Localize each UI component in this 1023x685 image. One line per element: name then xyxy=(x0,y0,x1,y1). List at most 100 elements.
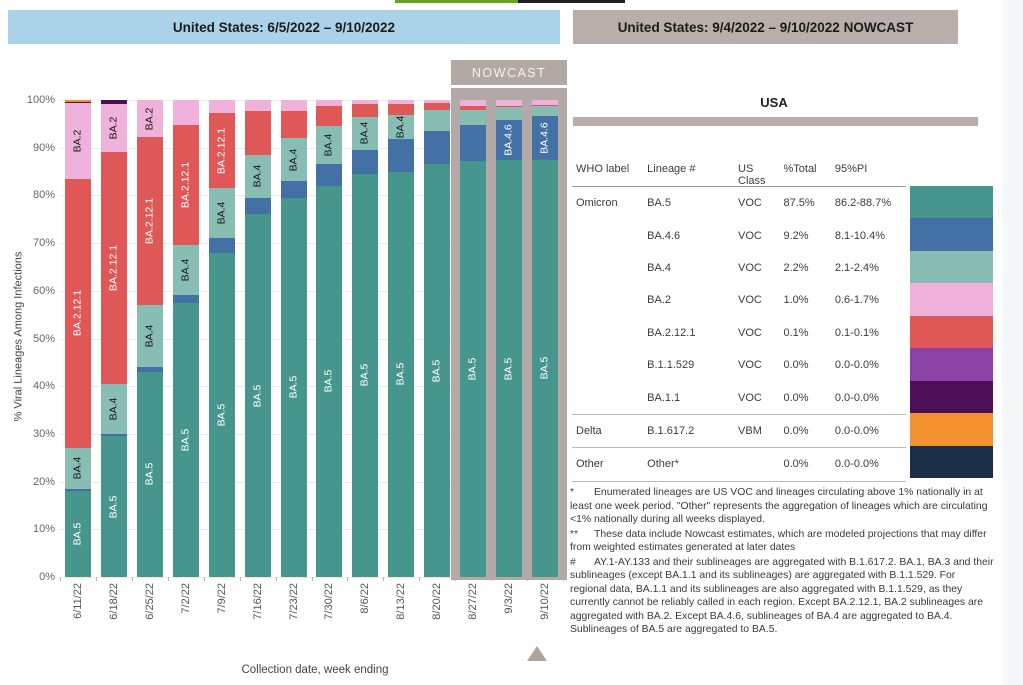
bar-segment-BA.4.6[interactable] xyxy=(352,150,379,174)
bar-segment-BA.2.12.1[interactable] xyxy=(352,104,379,117)
bar-segment-BA.2[interactable] xyxy=(244,100,271,112)
bar-segment-BA.2.12.1[interactable]: BA.2.12.1 xyxy=(172,124,199,245)
bar-segment-BA.2[interactable] xyxy=(532,100,559,105)
bar-segment-BA.4.6[interactable] xyxy=(388,139,415,172)
x-axis-title: Collection date, week ending xyxy=(241,664,389,676)
bar-segment-BA.4.6[interactable] xyxy=(64,488,91,492)
bar-segment-BA.2[interactable]: BA.2 xyxy=(136,100,163,138)
bar-segment-BA.5[interactable]: BA.5 xyxy=(496,160,523,577)
bar-segment-BA.4.6[interactable] xyxy=(244,197,271,215)
table-row-BA.2[interactable]: BA.2 VOC 1.0% 0.6-1.7% xyxy=(572,284,906,316)
bar-segment-BA.4[interactable]: BA.4 xyxy=(388,115,415,140)
bar-segment-BA.2.12.1[interactable]: BA.2.12.1 xyxy=(208,113,235,189)
bar-segment-BA.2[interactable]: BA.2 xyxy=(64,102,91,179)
bar-segment-BA.4.6[interactable] xyxy=(424,131,451,165)
x-axis-tick xyxy=(275,577,277,581)
bar-segment-BA.5[interactable]: BA.5 xyxy=(532,159,559,577)
bar-segment-BA.4[interactable]: BA.4 xyxy=(280,138,307,182)
bar-segment-BA.4[interactable] xyxy=(460,109,487,125)
table-cell: Delta xyxy=(576,424,602,437)
bar-segment-BA.5[interactable]: BA.5 xyxy=(316,185,343,577)
table-row-BA.4[interactable]: BA.4 VOC 2.2% 2.1-2.4% xyxy=(572,252,906,284)
bar-segment-BA.2.12.1[interactable] xyxy=(460,106,487,110)
table-cell: BA.1.1 xyxy=(647,391,681,404)
footnote: ** These data include Nowcast estimates, … xyxy=(570,528,994,555)
bar-segment-BA.2[interactable] xyxy=(388,100,415,105)
bar-segment-BA.2.12.1[interactable] xyxy=(280,111,307,139)
bar-segment-BA.2[interactable] xyxy=(280,100,307,112)
y-axis-title: % Viral Lineages Among Infections xyxy=(12,251,25,422)
bar-segment-BA.4[interactable]: BA.4 xyxy=(136,305,163,368)
bar-segment-BA.2.12.1[interactable]: BA.2.12.1 xyxy=(100,152,127,384)
bar-segment-BA.4[interactable] xyxy=(532,105,559,116)
bar-segment-BA.2.12.1[interactable] xyxy=(316,105,343,127)
bar-segment-BA.2[interactable] xyxy=(172,100,199,125)
bar-segment-BA.1.1[interactable] xyxy=(100,100,127,104)
bar-segment-BA.2.12.1[interactable] xyxy=(244,111,271,155)
table-row-Other*[interactable]: Other Other* 0.0% 0.0-0.0% xyxy=(572,447,906,480)
bar-segment-BA.5[interactable]: BA.5 xyxy=(244,214,271,577)
table-row-BA.5[interactable]: Omicron BA.5 VOC 87.5% 86.2-88.7% xyxy=(572,187,906,219)
bar-segment-BA.4.6[interactable] xyxy=(280,181,307,198)
table-row-BA.2.12.1[interactable]: BA.2.12.1 VOC 0.1% 0.1-0.1% xyxy=(572,317,906,349)
table-cell: VBM xyxy=(738,424,762,437)
table-cell: 0.0-0.0% xyxy=(834,359,879,372)
bar-segment-BA.4[interactable]: BA.4 xyxy=(316,126,343,165)
bar-segment-BA.5[interactable]: BA.5 xyxy=(64,491,91,577)
bar-segment-BA.2[interactable] xyxy=(496,100,523,107)
y-tick-label: 90% xyxy=(32,141,55,154)
bar-segment-BA.4.6[interactable]: BA.4.6 xyxy=(496,120,523,161)
bar-segment-BA.4.6[interactable] xyxy=(136,367,163,372)
bar-segment-BA.4.6[interactable] xyxy=(460,124,487,161)
bar-segment-BA.4[interactable]: BA.4 xyxy=(208,188,235,239)
table-row-BA.4.6[interactable]: BA.4.6 VOC 9.2% 8.1-10.4% xyxy=(572,219,906,251)
bar-segment-BA.4.6[interactable] xyxy=(208,238,235,253)
segment-label: BA.5 xyxy=(71,522,84,546)
bar-segment-BA.4[interactable]: BA.4 xyxy=(100,383,127,434)
bar-segment-BA.2.12.1[interactable] xyxy=(424,103,451,110)
bar-segment-BA.5[interactable]: BA.5 xyxy=(280,197,307,577)
bar-segment-BA.5[interactable]: BA.5 xyxy=(208,252,235,577)
bar-segment-BA.4.6[interactable] xyxy=(172,294,199,303)
bar-6/18/22: BA.5 BA.4 BA.2.12.1 BA.2 xyxy=(100,100,127,577)
legend-swatch-BA.4 xyxy=(910,250,993,284)
bar-segment-BA.4[interactable]: BA.4 xyxy=(244,154,271,198)
bar-segment-BA.4[interactable]: BA.4 xyxy=(352,116,379,151)
bar-segment-BA.2[interactable] xyxy=(316,100,343,106)
gridline xyxy=(60,386,563,388)
bar-segment-BA.2.12.1[interactable] xyxy=(388,104,415,116)
bar-segment-BA.2.12.1[interactable] xyxy=(496,106,523,108)
bar-segment-BA.5[interactable]: BA.5 xyxy=(352,173,379,577)
gridline xyxy=(60,338,563,340)
bar-segment-BA.4[interactable]: BA.4 xyxy=(172,245,199,295)
bar-segment-BA.5[interactable]: BA.5 xyxy=(388,171,415,577)
bar-segment-BA.4.6[interactable] xyxy=(316,164,343,186)
bar-segment-BA.2[interactable] xyxy=(208,100,235,114)
table-row-BA.1.1[interactable]: BA.1.1 VOC 0.0% 0.0-0.0% xyxy=(572,381,906,413)
bar-segment-BA.5[interactable]: BA.5 xyxy=(100,436,127,577)
bar-segment-BA.4[interactable] xyxy=(424,109,451,131)
bar-segment-BA.2.12.1[interactable]: BA.2.12.1 xyxy=(136,137,163,306)
bar-segment-B.1.617.2[interactable] xyxy=(64,100,91,102)
segment-label: BA.5 xyxy=(251,384,264,408)
bar-segment-BA.4.6[interactable]: BA.4.6 xyxy=(532,115,559,160)
table-row-B.1.617.2[interactable]: Delta B.1.617.2 VBM 0.0% 0.0-0.0% xyxy=(572,413,906,447)
bar-segment-BA.5[interactable]: BA.5 xyxy=(136,371,163,577)
bar-segment-BA.5[interactable]: BA.5 xyxy=(172,302,199,577)
bar-segment-BA.4.6[interactable] xyxy=(100,433,127,437)
axis-selection-triangle[interactable] xyxy=(527,646,547,661)
segment-label: BA.5 xyxy=(179,428,192,452)
bar-segment-BA.5[interactable]: BA.5 xyxy=(424,164,451,577)
bar-9/3/22: BA.5 BA.4.6 xyxy=(496,100,523,577)
bar-segment-BA.2[interactable] xyxy=(424,100,451,104)
bar-segment-BA.2[interactable]: BA.2 xyxy=(100,103,127,153)
bar-segment-BA.4[interactable]: BA.4 xyxy=(64,448,91,489)
bar-segment-BA.2.12.1[interactable]: BA.2.12.1 xyxy=(64,178,91,449)
bar-segment-BA.5[interactable]: BA.5 xyxy=(460,160,487,577)
table-row-B.1.1.529[interactable]: B.1.1.529 VOC 0.0% 0.0-0.0% xyxy=(572,349,906,381)
bar-segment-BA.4[interactable] xyxy=(496,107,523,121)
bar-segment-BA.2[interactable] xyxy=(460,100,487,107)
segment-label: BA.5 xyxy=(215,403,228,427)
bar-segment-BA.2[interactable] xyxy=(352,100,379,105)
x-tick-label: 9/3/22 xyxy=(503,583,516,614)
